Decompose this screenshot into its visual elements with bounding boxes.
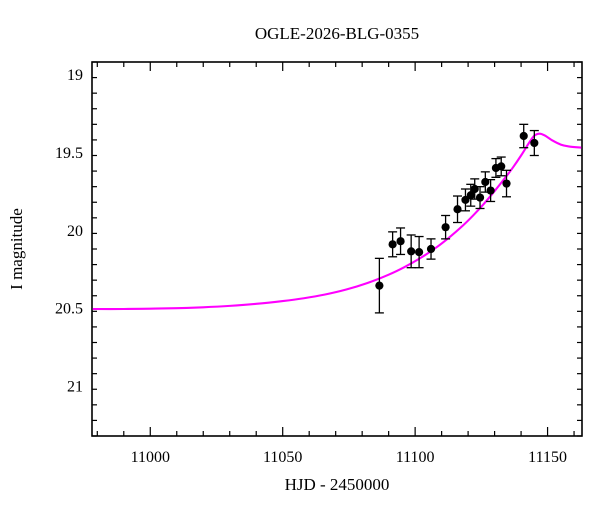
data-point-marker	[519, 131, 528, 141]
x-tick-label: 11100	[396, 449, 435, 466]
data-point-marker	[388, 240, 397, 249]
x-axis-label: HJD - 2450000	[285, 475, 390, 494]
data-point-marker	[415, 248, 424, 257]
y-tick-label: 21	[67, 379, 83, 396]
data-point-marker	[396, 237, 405, 246]
data-point-marker	[441, 223, 450, 232]
data-points	[375, 131, 539, 290]
model-curve	[92, 132, 582, 311]
model-curve-path	[92, 132, 582, 311]
y-axis-ticks	[92, 61, 582, 437]
x-tick-label: 11150	[528, 449, 567, 466]
y-axis-label: I magnitude	[7, 208, 26, 290]
data-point-marker	[407, 247, 416, 256]
data-point-marker	[486, 186, 495, 195]
data-point-marker	[497, 162, 506, 171]
data-point-marker	[461, 195, 470, 205]
y-tick-label: 19	[67, 67, 83, 84]
data-point-marker	[466, 191, 475, 200]
data-point-marker	[502, 179, 511, 188]
x-tick-label: 11000	[131, 449, 170, 466]
data-point-marker	[475, 193, 485, 202]
data-point-marker	[530, 138, 539, 148]
x-tick-label: 11050	[263, 449, 302, 466]
data-point-marker	[470, 184, 479, 194]
data-point-marker	[426, 244, 436, 254]
y-tick-label: 20.5	[55, 301, 83, 318]
data-point-marker	[453, 205, 462, 214]
x-axis-ticks	[96, 62, 575, 436]
data-point-marker	[375, 281, 384, 290]
y-tick-label: 20	[67, 223, 83, 240]
chart-title: OGLE-2026-BLG-0355	[255, 24, 419, 43]
x-axis-tick-labels: 11000 11050 11100 11150	[131, 449, 567, 466]
y-axis-tick-labels: 19 19.5 20 20.5 21	[55, 67, 83, 396]
y-tick-label: 19.5	[55, 145, 83, 162]
data-point-marker	[481, 177, 490, 187]
